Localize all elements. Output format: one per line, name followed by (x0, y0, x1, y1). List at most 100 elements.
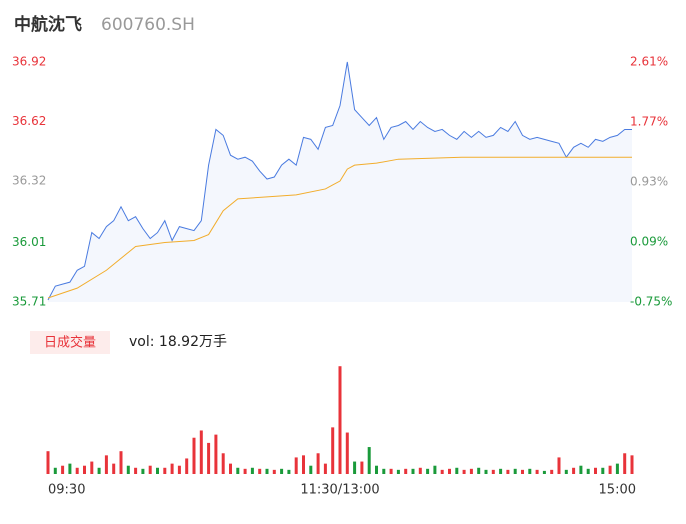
volume-bar (170, 463, 174, 474)
volume-bar (323, 463, 327, 474)
volume-bar (46, 451, 50, 474)
y2-tick-label: 1.77% (630, 115, 668, 129)
volume-bar (367, 447, 371, 474)
volume-bar (375, 465, 378, 474)
volume-bar (499, 468, 503, 474)
volume-bar (199, 430, 203, 474)
volume-bar (148, 465, 152, 474)
volume-bar (302, 455, 305, 474)
volume-bar (177, 465, 181, 474)
volume-bar (521, 469, 524, 474)
volume-bar (68, 463, 72, 474)
volume-bar (265, 468, 269, 474)
x-tick-label: 15:00 (599, 483, 636, 498)
volume-bar (207, 442, 211, 474)
volume-bar (389, 468, 393, 474)
volume-bar (594, 467, 597, 474)
volume-bar (345, 432, 349, 474)
volume-bar (90, 461, 94, 474)
volume-bar (229, 463, 232, 474)
volume-bar (455, 467, 459, 474)
volume-bar (250, 467, 254, 474)
y-tick-label: 36.62 (12, 114, 46, 128)
volume-bar (112, 463, 116, 474)
y2-tick-label: 0.09% (630, 235, 668, 249)
volume-bar (156, 467, 159, 474)
volume-bar (630, 455, 634, 474)
volume-bar (104, 455, 108, 474)
volume-bar (550, 469, 554, 474)
y-tick-label: 36.32 (12, 174, 46, 188)
volume-bar (579, 465, 583, 474)
volume-bar (557, 457, 561, 474)
volume-label: 日成交量 (44, 335, 96, 351)
volume-bar (134, 467, 138, 474)
volume-bar (163, 467, 167, 474)
volume-bar (83, 465, 86, 474)
x-tick-label: 11:30/13:00 (300, 483, 379, 498)
volume-bar (426, 468, 430, 474)
volume-bar (411, 468, 415, 474)
volume-bar (119, 451, 123, 474)
volume-label-bg (30, 331, 110, 354)
volume-bar (506, 469, 510, 474)
volume-text: vol: 18.92万手 (129, 334, 227, 350)
volume-bar (360, 461, 364, 474)
volume-bar (141, 468, 145, 474)
chart-title: 中航沈飞 (14, 14, 82, 35)
volume-bar (214, 434, 218, 474)
volume-bar (316, 453, 320, 474)
volume-bar (382, 468, 386, 474)
volume-bar (623, 453, 627, 474)
volume-bar (192, 437, 196, 474)
volume-bar (258, 468, 262, 474)
volume-bar (294, 457, 298, 474)
volume-bar (396, 469, 400, 474)
volume-bar (404, 468, 408, 474)
volume-bar (542, 470, 546, 474)
volume-bar (331, 427, 335, 474)
volume-bar (601, 467, 605, 474)
volume-bar (221, 453, 225, 474)
volume-bar (287, 469, 291, 474)
y-tick-label: 36.92 (12, 55, 46, 69)
volume-bar (53, 467, 57, 474)
y-tick-label: 36.01 (12, 235, 46, 249)
volume-bar (491, 469, 495, 474)
price-line (47, 156, 632, 299)
volume-bar (236, 467, 240, 474)
volume-bar (462, 469, 466, 474)
volume-bar (97, 467, 101, 474)
volume-bar (280, 468, 284, 474)
volume-bar (272, 469, 276, 474)
volume-bar (564, 469, 568, 474)
volume-bar (126, 465, 130, 474)
y-tick-label: 35.71 (12, 295, 46, 309)
volume-bar (615, 463, 619, 474)
chart-subtitle: 600760.SH (101, 15, 195, 35)
y2-tick-label: 2.61% (630, 55, 668, 69)
price-area (48, 62, 632, 302)
volume-bar (75, 467, 79, 474)
volume-bar (608, 465, 612, 474)
x-tick-label: 09:30 (48, 483, 85, 498)
volume-bar (586, 468, 590, 474)
volume-bar (469, 468, 473, 474)
volume-bar (243, 468, 247, 474)
volume-bar (185, 458, 189, 474)
volume-bar (513, 468, 517, 474)
volume-bar (418, 467, 422, 474)
volume-bar (440, 469, 444, 474)
volume-bar (535, 469, 539, 474)
volume-bar (353, 461, 357, 474)
volume-bar (477, 467, 481, 474)
volume-bar (61, 465, 65, 474)
volume-bar (309, 465, 313, 474)
volume-bar (338, 366, 342, 474)
y2-tick-label: -0.75% (630, 295, 672, 309)
volume-bar (528, 468, 532, 474)
volume-bar (572, 467, 576, 474)
volume-bar (484, 469, 488, 474)
price-line (47, 61, 632, 301)
